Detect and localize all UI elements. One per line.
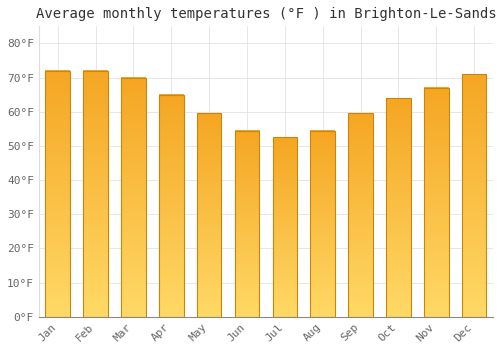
Bar [386, 98, 410, 317]
Bar [46, 71, 70, 317]
Bar [197, 113, 222, 317]
Bar [310, 131, 335, 317]
Title: Average monthly temperatures (°F ) in Brighton-Le-Sands: Average monthly temperatures (°F ) in Br… [36, 7, 496, 21]
Bar [121, 78, 146, 317]
Bar [84, 71, 108, 317]
Bar [272, 137, 297, 317]
Bar [462, 74, 486, 317]
Bar [159, 94, 184, 317]
Bar [348, 113, 373, 317]
Bar [424, 88, 448, 317]
Bar [234, 131, 260, 317]
